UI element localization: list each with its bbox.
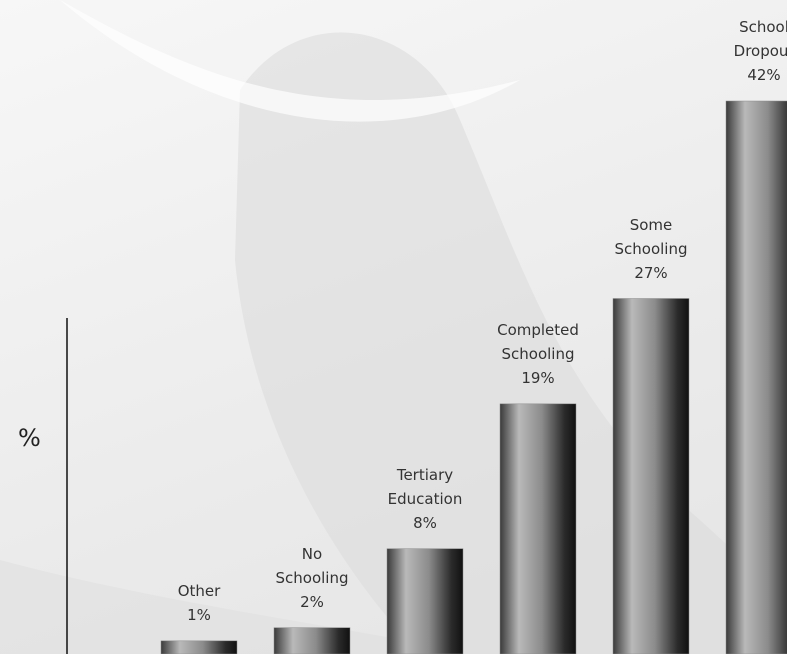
value-label: 19% (521, 368, 555, 387)
bar (612, 298, 690, 654)
category-label: Some Schooling (614, 215, 688, 258)
y-axis-label: % (18, 424, 41, 452)
bar (725, 100, 787, 654)
bar (273, 627, 351, 654)
category-label: Tertiary Education (387, 465, 463, 508)
value-label: 8% (413, 513, 437, 532)
bar-label: Some Schooling 27% (596, 213, 706, 285)
category-label: Other (177, 581, 221, 600)
value-label: 1% (187, 605, 211, 624)
category-label: Completed Schooling (497, 320, 579, 363)
value-label: 2% (300, 592, 324, 611)
category-label: School Dropout (733, 18, 787, 60)
value-label: 27% (634, 263, 668, 282)
bar (499, 403, 577, 654)
bar-label: No Schooling 2% (257, 542, 367, 614)
bar-label: School Dropout 42% (709, 15, 787, 87)
value-label: 42% (747, 66, 781, 84)
bar-label: Completed Schooling 19% (483, 318, 593, 390)
background-swoosh (0, 560, 480, 654)
bar (160, 640, 238, 654)
bar (386, 548, 464, 654)
bar-label: Other 1% (144, 579, 254, 627)
category-label: No Schooling (275, 544, 349, 587)
background-swoosh (60, 0, 520, 122)
bar-label: Tertiary Education 8% (370, 463, 480, 535)
